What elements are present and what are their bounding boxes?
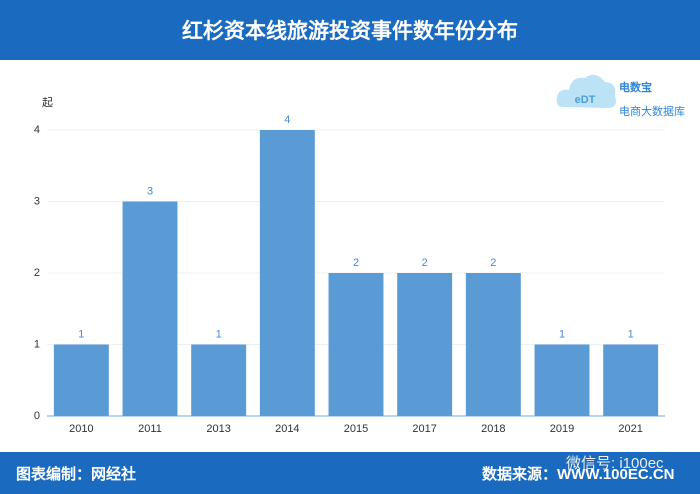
- x-tick-label: 2019: [550, 423, 574, 435]
- x-tick-label: 2013: [206, 423, 230, 435]
- logo-tagline: 电商大数据库: [619, 104, 685, 118]
- header: 红杉资本线旅游投资事件数年份分布: [0, 0, 700, 60]
- x-tick-label: 2021: [618, 423, 642, 435]
- bar: [397, 273, 453, 416]
- bar: [603, 344, 659, 416]
- bar: [191, 344, 247, 416]
- value-label: 1: [628, 328, 634, 340]
- value-label: 4: [284, 114, 290, 126]
- chart: 起 0 1 2 3 4 2010 1 2011 3 2013 1 2014 4 2015 2 2017 2 2018…: [34, 96, 665, 435]
- footer: 图表编制：网经社 数据来源：WWW.100EC.CN 微信号: i100ec: [0, 452, 700, 494]
- bar: [259, 130, 315, 416]
- bar: [122, 201, 178, 416]
- x-tick-label: 2014: [275, 423, 299, 435]
- credit: 图表编制：网经社: [16, 466, 137, 483]
- y-tick-label: 0: [34, 410, 40, 422]
- y-tick-label: 1: [34, 338, 40, 350]
- logo: eDT 电数宝 电商大数据库: [555, 62, 695, 122]
- logo-graphic: eDT 电数宝 电商大数据库: [556, 74, 685, 118]
- bar: [328, 273, 384, 416]
- y-tick-label: 3: [34, 195, 40, 207]
- x-tick-label: 2018: [481, 423, 505, 435]
- y-tick-label: 4: [34, 124, 40, 136]
- bar: [53, 344, 109, 416]
- logo-mark: eDT: [575, 94, 596, 106]
- x-tick-label: 2010: [69, 423, 93, 435]
- value-label: 2: [422, 257, 428, 269]
- logo-name: 电数宝: [619, 80, 652, 94]
- bar: [465, 273, 521, 416]
- y-tick-label: 2: [34, 267, 40, 279]
- x-tick-label: 2011: [138, 423, 162, 435]
- y-axis-label: 起: [42, 96, 53, 109]
- watermark: 微信号: i100ec: [566, 455, 664, 472]
- value-label: 2: [353, 257, 359, 269]
- value-label: 1: [216, 328, 222, 340]
- bar: [534, 344, 590, 416]
- value-label: 3: [147, 185, 153, 197]
- x-tick-label: 2015: [344, 423, 368, 435]
- value-label: 1: [559, 328, 565, 340]
- title: 红杉资本线旅游投资事件数年份分布: [182, 20, 518, 43]
- value-label: 1: [78, 328, 84, 340]
- value-label: 2: [490, 257, 496, 269]
- x-tick-label: 2017: [412, 423, 436, 435]
- source: 数据来源：WWW.100EC.CN: [482, 466, 675, 483]
